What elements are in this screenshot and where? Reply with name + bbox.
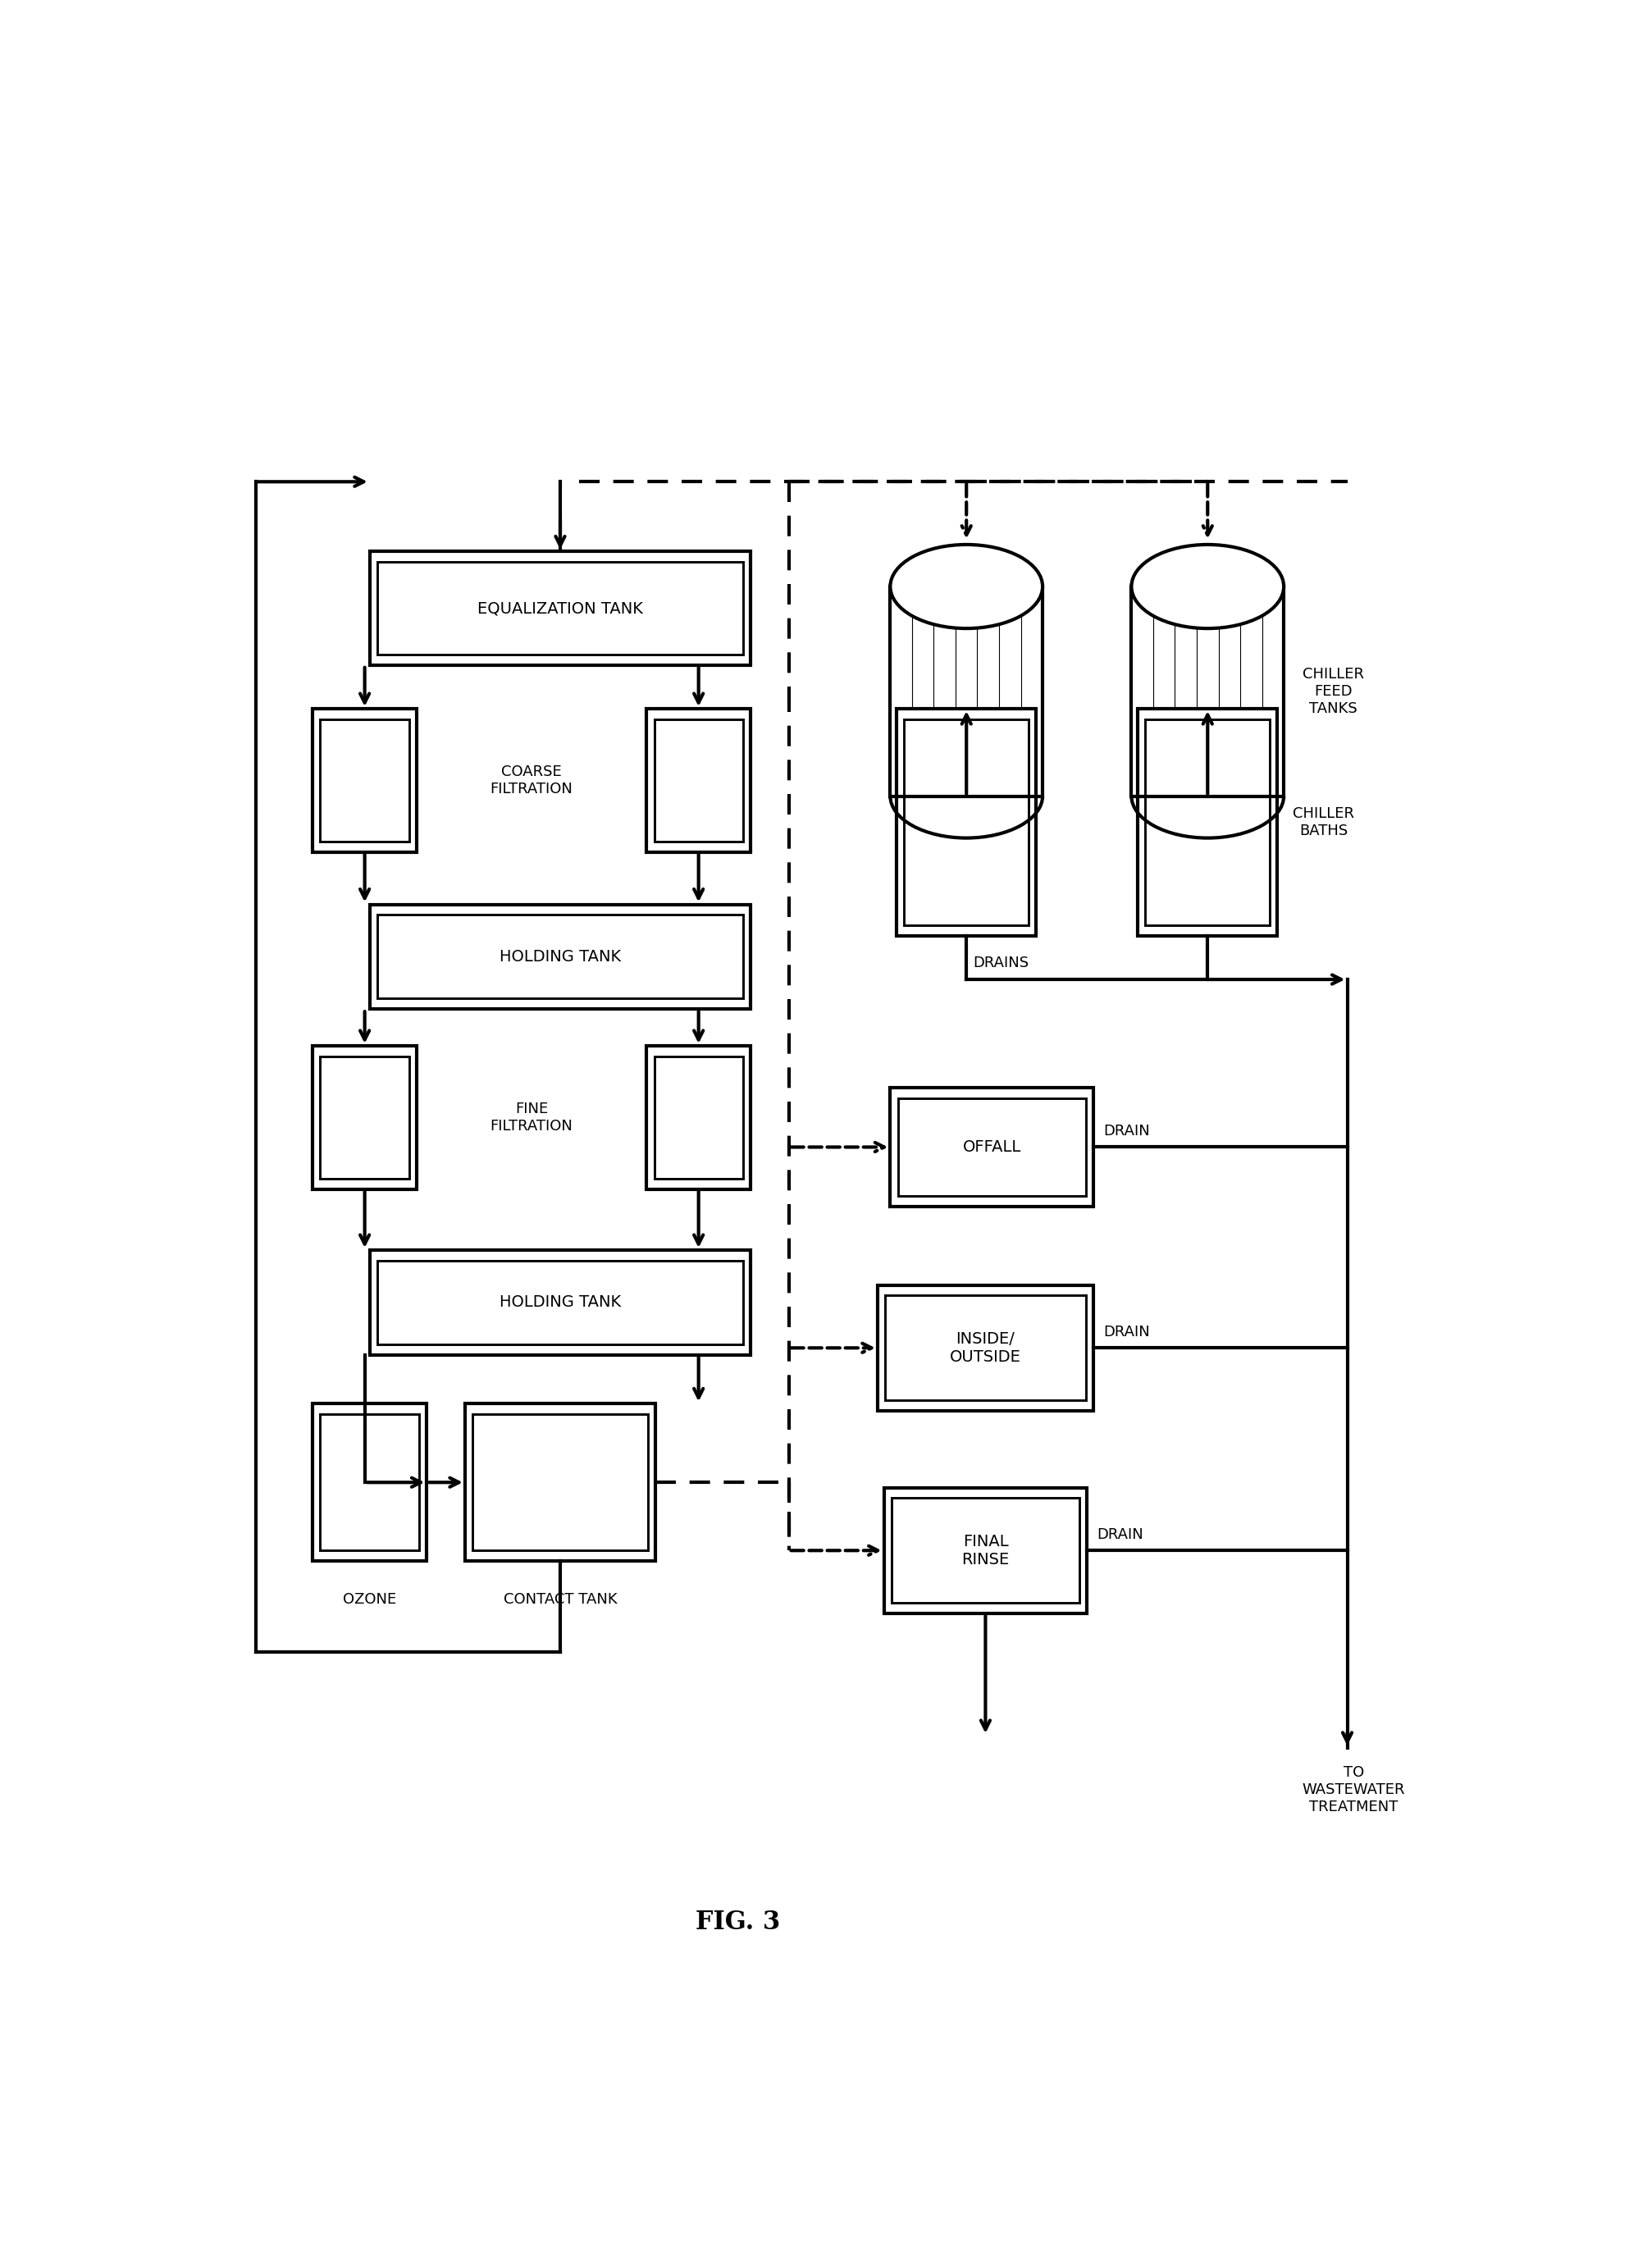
Bar: [654, 1057, 744, 1179]
Bar: [891, 1499, 1079, 1603]
Text: DRAIN: DRAIN: [1104, 1325, 1150, 1338]
Bar: [885, 1488, 1088, 1613]
Text: FINAL
RINSE: FINAL RINSE: [962, 1533, 1009, 1567]
Bar: [473, 1415, 647, 1551]
Text: CHILLER
BATHS: CHILLER BATHS: [1292, 807, 1355, 839]
Bar: [891, 587, 1042, 796]
Ellipse shape: [1132, 544, 1284, 628]
Text: INSIDE/
OUTSIDE: INSIDE/ OUTSIDE: [950, 1331, 1020, 1365]
Text: COARSE
FILTRATION: COARSE FILTRATION: [490, 764, 573, 796]
Text: HOLDING TANK: HOLDING TANK: [500, 1295, 621, 1311]
Text: FINE
FILTRATION: FINE FILTRATION: [490, 1102, 573, 1134]
Bar: [313, 1046, 416, 1188]
Bar: [1145, 719, 1269, 925]
Text: OFFALL: OFFALL: [963, 1139, 1020, 1154]
Text: HOLDING TANK: HOLDING TANK: [500, 948, 621, 964]
Ellipse shape: [889, 544, 1042, 628]
Bar: [647, 1046, 750, 1188]
Text: EQUALIZATION TANK: EQUALIZATION TANK: [477, 601, 644, 617]
Text: CHILLER
FEED
TANKS: CHILLER FEED TANKS: [1302, 667, 1364, 717]
Text: DRAIN: DRAIN: [1104, 1123, 1150, 1139]
Bar: [898, 1098, 1086, 1195]
Bar: [370, 1250, 750, 1354]
Bar: [377, 1261, 744, 1345]
Text: TO
WASTEWATER
TREATMENT: TO WASTEWATER TREATMENT: [1302, 1765, 1405, 1814]
Bar: [1138, 710, 1278, 937]
Bar: [377, 914, 744, 998]
Bar: [313, 710, 416, 853]
Bar: [654, 719, 744, 841]
Bar: [370, 551, 750, 665]
Text: FIG. 3: FIG. 3: [696, 1910, 780, 1935]
Bar: [321, 1415, 419, 1551]
Bar: [377, 562, 744, 655]
Text: DRAIN: DRAIN: [1097, 1526, 1143, 1542]
Bar: [891, 1089, 1093, 1207]
Bar: [321, 719, 410, 841]
Bar: [904, 719, 1029, 925]
Text: CONTACT TANK: CONTACT TANK: [503, 1592, 618, 1608]
Bar: [465, 1404, 655, 1560]
Bar: [370, 905, 750, 1009]
Bar: [1132, 587, 1284, 796]
Bar: [896, 710, 1037, 937]
Text: DRAINS: DRAINS: [973, 955, 1029, 971]
Bar: [313, 1404, 428, 1560]
Bar: [878, 1286, 1093, 1411]
Bar: [885, 1295, 1086, 1399]
Bar: [321, 1057, 410, 1179]
Bar: [647, 710, 750, 853]
Text: OZONE: OZONE: [342, 1592, 396, 1608]
